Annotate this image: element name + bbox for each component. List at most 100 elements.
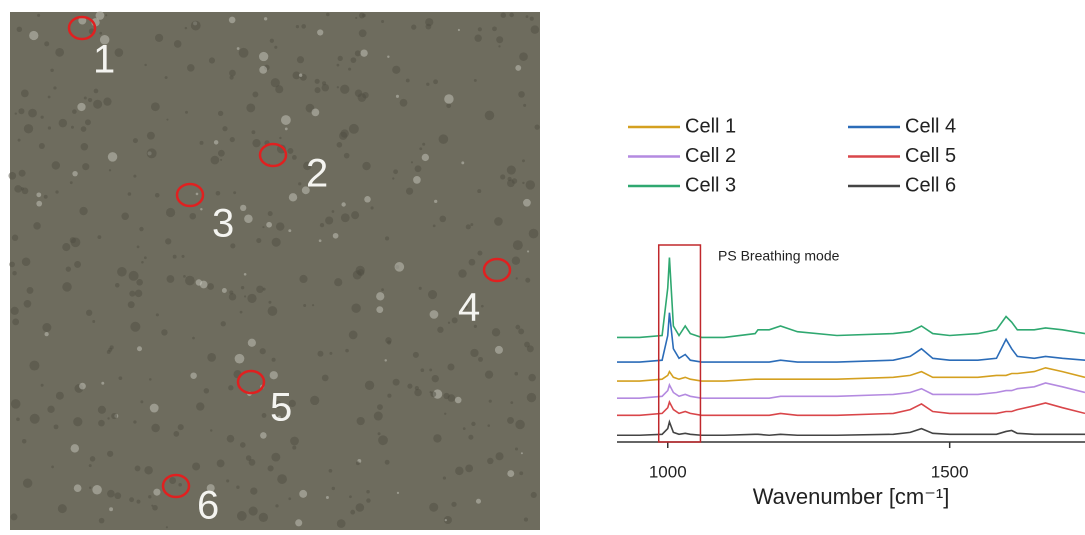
texture-spot xyxy=(267,211,273,217)
annotation-text: PS Breathing mode xyxy=(718,248,840,264)
texture-spot xyxy=(246,103,256,113)
texture-spot xyxy=(271,357,276,362)
texture-spot xyxy=(230,243,236,249)
texture-spot xyxy=(314,78,320,84)
texture-spot xyxy=(341,202,346,207)
texture-spot xyxy=(233,191,237,195)
texture-spot xyxy=(414,386,419,391)
texture-spot xyxy=(473,78,477,82)
texture-spot xyxy=(87,97,93,103)
texture-spot xyxy=(509,12,514,18)
texture-spot xyxy=(248,459,256,466)
texture-spot xyxy=(433,79,438,85)
texture-spot xyxy=(210,429,213,432)
texture-spot xyxy=(51,465,54,469)
texture-spot xyxy=(143,256,147,260)
texture-spot xyxy=(221,288,227,293)
cell-label: 4 xyxy=(458,286,480,330)
texture-spot xyxy=(55,190,59,194)
texture-spot xyxy=(144,63,147,67)
texture-spot xyxy=(287,147,294,154)
texture-spot xyxy=(83,96,87,100)
texture-spot xyxy=(18,108,25,115)
texture-spot xyxy=(514,447,519,451)
texture-spot xyxy=(69,181,73,185)
texture-spot xyxy=(366,489,370,494)
texture-spot xyxy=(326,12,330,17)
texture-spot xyxy=(275,85,284,94)
texture-spot xyxy=(195,192,199,196)
texture-spot xyxy=(447,363,455,371)
texture-spot xyxy=(14,112,17,115)
texture-spot xyxy=(292,445,297,450)
texture-spot xyxy=(114,48,124,57)
texture-spot xyxy=(244,295,247,298)
annotation-box xyxy=(657,244,702,443)
texture-spot xyxy=(444,518,447,522)
texture-spot xyxy=(166,275,175,283)
cell-circle xyxy=(258,142,288,168)
texture-spot xyxy=(355,503,365,512)
texture-spot xyxy=(434,199,438,204)
texture-spot xyxy=(418,286,422,290)
texture-spot xyxy=(495,452,504,461)
texture-spot xyxy=(288,497,292,501)
texture-spot xyxy=(40,115,44,119)
texture-spot xyxy=(325,216,334,225)
texture-spot xyxy=(321,83,330,92)
texture-spot xyxy=(447,321,451,324)
texture-spot xyxy=(526,250,530,253)
texture-spot xyxy=(384,459,390,465)
texture-spot xyxy=(98,517,105,524)
texture-spot xyxy=(37,13,41,17)
texture-spot xyxy=(500,174,506,180)
texture-spot xyxy=(134,289,143,298)
texture-spot xyxy=(270,78,280,88)
texture-spot xyxy=(192,462,201,471)
texture-spot xyxy=(311,108,320,117)
texture-spot xyxy=(454,396,462,404)
texture-spot xyxy=(461,161,465,165)
texture-spot xyxy=(250,487,258,495)
texture-spot xyxy=(395,94,399,98)
texture-spot xyxy=(518,91,525,98)
texture-spot xyxy=(187,64,195,72)
texture-spot xyxy=(491,328,501,337)
texture-spot xyxy=(36,200,43,207)
texture-spot xyxy=(376,292,385,301)
texture-spot xyxy=(150,102,160,112)
spectrum-line xyxy=(617,312,1085,363)
texture-spot xyxy=(53,424,59,430)
texture-spot xyxy=(512,240,523,251)
texture-spot xyxy=(510,401,514,405)
texture-spot xyxy=(351,211,360,220)
texture-spot xyxy=(77,102,86,112)
texture-spot xyxy=(348,330,358,340)
texture-spot xyxy=(410,161,414,164)
texture-spot xyxy=(443,515,452,525)
texture-spot xyxy=(92,484,102,495)
texture-spot xyxy=(256,285,264,293)
texture-spot xyxy=(348,67,352,71)
texture-spot xyxy=(22,478,33,488)
texture-spot xyxy=(161,329,168,336)
texture-spot xyxy=(248,506,258,516)
texture-spot xyxy=(129,497,135,503)
texture-spot xyxy=(350,57,357,63)
texture-spot xyxy=(16,417,20,422)
texture-spot xyxy=(522,181,525,185)
texture-spot xyxy=(393,169,398,175)
texture-spot xyxy=(451,501,457,507)
texture-spot xyxy=(525,277,531,283)
texture-spot xyxy=(405,78,410,83)
texture-spot xyxy=(384,359,387,362)
texture-spot xyxy=(340,129,349,138)
texture-spot xyxy=(392,177,395,180)
texture-spot xyxy=(262,287,266,291)
texture-spot xyxy=(173,40,182,48)
texture-spot xyxy=(229,290,234,295)
texture-spot xyxy=(185,110,188,114)
texture-spot xyxy=(387,393,392,398)
texture-spot xyxy=(268,300,272,304)
texture-spot xyxy=(528,373,536,382)
